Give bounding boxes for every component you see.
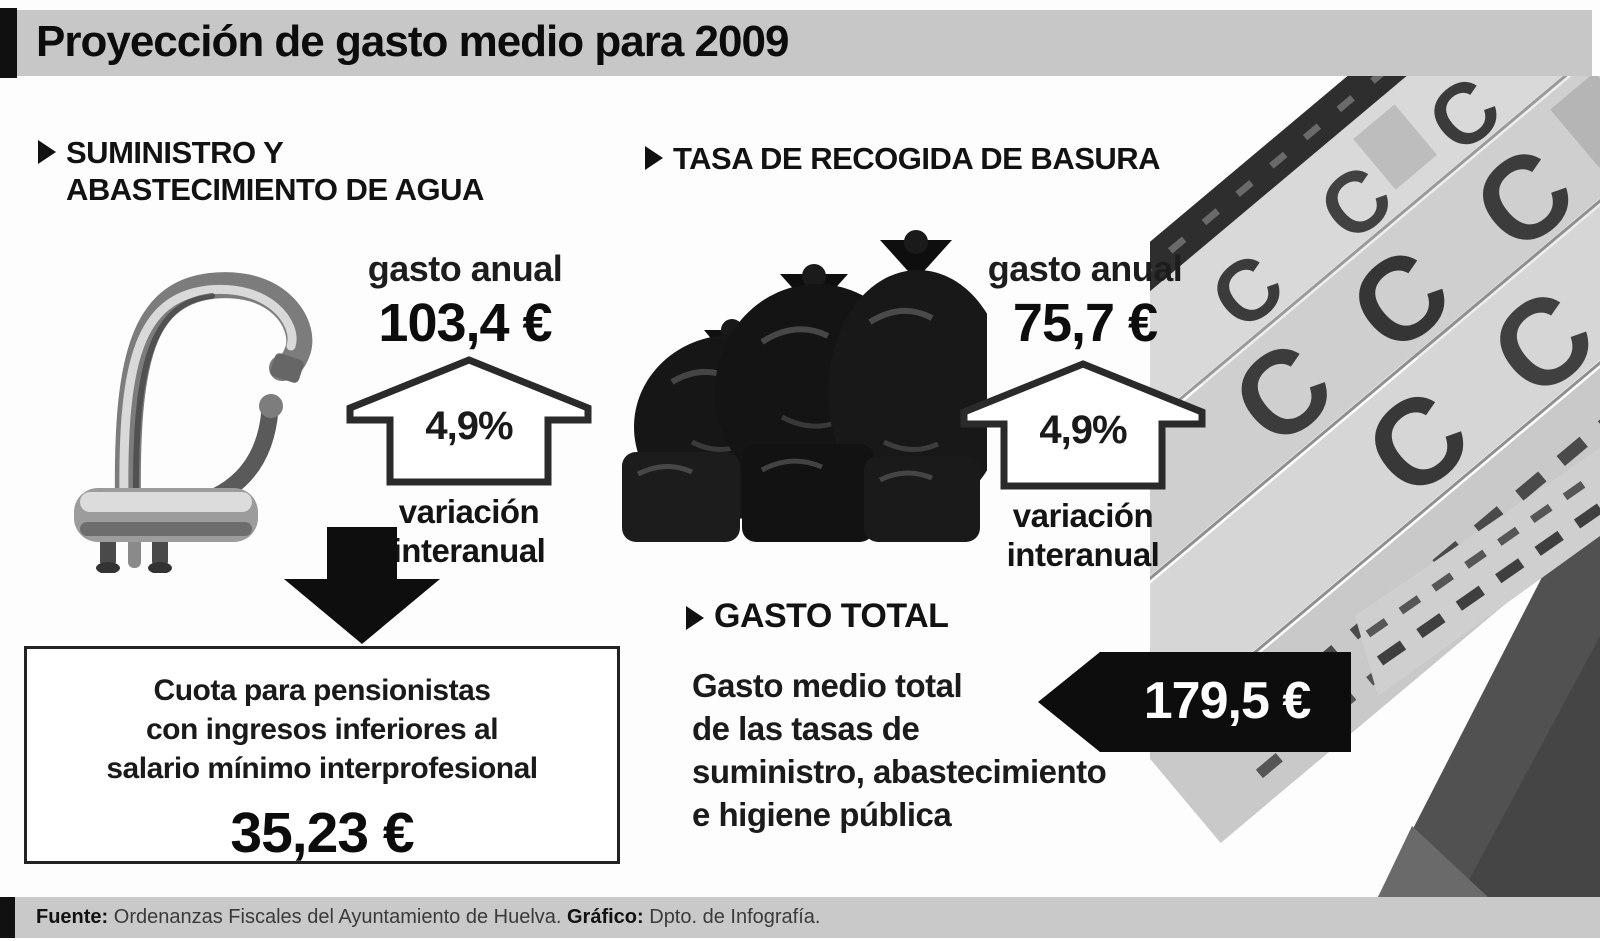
footer-credits: Fuente: Ordenanzas Fiscales del Ayuntami… bbox=[36, 897, 820, 938]
total-desc-line2: de las tasas de bbox=[692, 710, 920, 747]
water-gasto-label: gasto anual bbox=[367, 248, 563, 289]
pensioners-box: Cuota para pensionistas con ingresos inf… bbox=[24, 646, 620, 865]
footer-source-label: Fuente: bbox=[36, 906, 109, 928]
footer-accent-block bbox=[0, 897, 15, 938]
bullet-triangle-icon bbox=[686, 606, 704, 630]
water-variation-labels: variación interanual bbox=[344, 492, 594, 570]
garbage-heading: TASA DE RECOGIDA DE BASURA bbox=[673, 141, 1161, 176]
pensioners-value: 35,23 € bbox=[230, 801, 414, 865]
footer-bar: Fuente: Ordenanzas Fiscales del Ayuntami… bbox=[0, 897, 1600, 938]
footer-credit-text: Dpto. de Infografía. bbox=[643, 906, 821, 928]
euro-banknotes-photo: C C C C C C C C C bbox=[1150, 76, 1600, 897]
total-section-heading: GASTO TOTAL bbox=[686, 597, 949, 635]
garbage-variation-line1: variación bbox=[1012, 497, 1154, 534]
garbage-bags-image bbox=[612, 212, 1008, 547]
total-desc-line3: suministro, abastecimiento bbox=[692, 753, 1107, 790]
total-price-tag: 179,5 € bbox=[1038, 650, 1353, 754]
bullet-triangle-icon bbox=[645, 146, 663, 170]
total-desc-line4: e higiene pública bbox=[692, 796, 952, 833]
water-variation-line1: variación bbox=[398, 493, 540, 530]
title-bar bbox=[0, 10, 1592, 76]
garbage-variation-value: 4,9% bbox=[1039, 408, 1127, 452]
water-section-heading: SUMINISTRO Y ABASTECIMIENTO DE AGUA bbox=[38, 134, 484, 208]
water-variation-line2: interanual bbox=[392, 532, 546, 569]
up-house-arrow-icon bbox=[960, 360, 1206, 490]
pensioners-line1: Cuota para pensionistas bbox=[153, 674, 491, 707]
euro-banknotes-illustration: C C C C C C C C C bbox=[1150, 76, 1600, 897]
up-house-arrow-icon bbox=[346, 356, 592, 486]
garbage-gasto-value: 75,7 € bbox=[1012, 293, 1158, 353]
total-description: Gasto medio total de las tasas de sumini… bbox=[692, 664, 1172, 836]
footer-credit-label: Gráfico: bbox=[567, 906, 644, 928]
water-variation-value: 4,9% bbox=[425, 404, 513, 448]
garbage-gasto-label: gasto anual bbox=[987, 248, 1183, 289]
page-title: Proyección de gasto medio para 2009 bbox=[36, 17, 789, 66]
water-gasto-block: gasto anual 103,4 € bbox=[330, 248, 600, 354]
footer-source-text: Ordenanzas Fiscales del Ayuntamiento de … bbox=[108, 906, 567, 928]
water-heading-line1: SUMINISTRO Y bbox=[66, 135, 284, 170]
total-value: 179,5 € bbox=[1143, 672, 1312, 730]
down-arrow-icon bbox=[283, 527, 441, 645]
title-accent-block bbox=[0, 8, 17, 78]
garbage-section-heading: TASA DE RECOGIDA DE BASURA bbox=[645, 140, 1161, 177]
water-variation-arrow: 4,9% bbox=[344, 356, 594, 486]
pensioners-line3: salario mínimo interprofesional bbox=[106, 752, 538, 785]
pensioners-line2: con ingresos inferiores al bbox=[145, 713, 499, 746]
garbage-gasto-block: gasto anual 75,7 € bbox=[950, 248, 1220, 354]
left-arrow-tag-shape bbox=[1038, 652, 1351, 752]
garbage-bags-illustration bbox=[622, 230, 1008, 542]
bullet-triangle-icon bbox=[38, 140, 56, 164]
garbage-variation-arrow: 4,9% bbox=[958, 360, 1208, 490]
water-heading-line2: ABASTECIMIENTO DE AGUA bbox=[66, 172, 484, 207]
total-desc-line1: Gasto medio total bbox=[692, 667, 963, 704]
faucet-illustration bbox=[74, 272, 313, 574]
faucet-image bbox=[40, 238, 350, 574]
garbage-variation-labels: variación interanual bbox=[958, 496, 1208, 574]
garbage-variation-line2: interanual bbox=[1006, 536, 1160, 573]
water-gasto-value: 103,4 € bbox=[378, 293, 552, 353]
total-heading: GASTO TOTAL bbox=[714, 597, 949, 635]
